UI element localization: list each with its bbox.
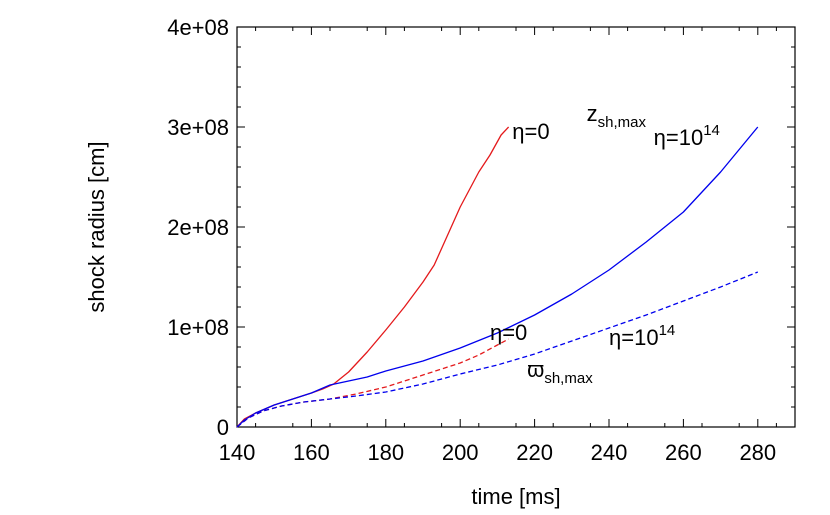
- annotation-4: η=1014: [609, 322, 675, 350]
- series-line-3: [236, 271, 759, 428]
- y-tick-label: 2e+08: [167, 215, 229, 240]
- annotation-0: η=0: [512, 119, 549, 144]
- annotation-2: η=1014: [654, 122, 720, 150]
- axis-ticks: [236, 26, 795, 428]
- x-tick-label: 200: [442, 440, 479, 465]
- y-axis-label: shock radius [cm]: [84, 141, 109, 312]
- x-tick-label: 240: [591, 440, 628, 465]
- x-axis-label: time [ms]: [471, 484, 560, 509]
- x-tick-label: 260: [665, 440, 702, 465]
- series-line-1: [236, 126, 759, 428]
- annotation-1: zsh,max: [587, 101, 647, 131]
- x-tick-label: 140: [219, 440, 256, 465]
- tick-labels: 140 160 180 200 220 240 260 280 0 1e+08 2e+08 3e+08…: [167, 15, 776, 465]
- annotation-3: η=0: [490, 320, 527, 345]
- plot-frame: [236, 26, 796, 428]
- series-line-0: [236, 126, 510, 428]
- series-group: [236, 126, 759, 428]
- x-tick-label: 280: [739, 440, 776, 465]
- annotation-5: ϖsh,max: [527, 357, 593, 387]
- y-tick-label: 1e+08: [167, 315, 229, 340]
- plot-border: [236, 26, 796, 428]
- y-tick-label: 4e+08: [167, 15, 229, 40]
- x-tick-label: 180: [367, 440, 404, 465]
- y-tick-label: 0: [217, 415, 229, 440]
- x-tick-label: 160: [293, 440, 330, 465]
- y-tick-label: 3e+08: [167, 115, 229, 140]
- x-tick-label: 220: [516, 440, 553, 465]
- series-line-2: [236, 338, 509, 428]
